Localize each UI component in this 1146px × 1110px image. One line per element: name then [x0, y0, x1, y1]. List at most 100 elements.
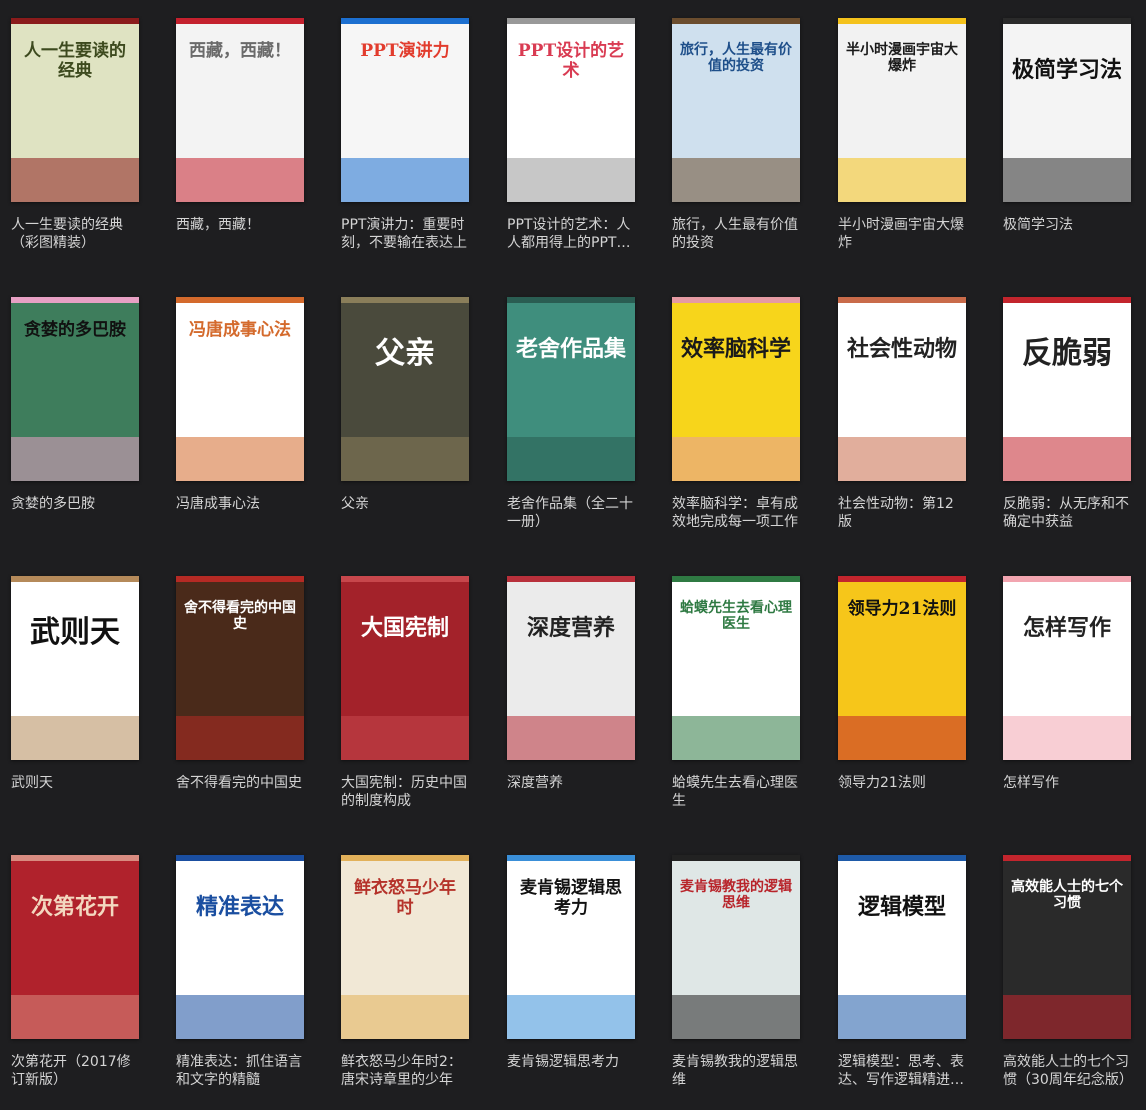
book-item[interactable]: 效率脑科学效率脑科学：卓有成效地完成每一项工作 — [672, 297, 802, 531]
book-item[interactable]: 次第花开次第花开（2017修订新版） — [11, 855, 141, 1089]
cover-title-text: 领导力21法则 — [847, 599, 957, 619]
book-item[interactable]: PPT设计的艺术 PPT设计的艺术：人人都用得上的PPT设计书 — [507, 18, 637, 252]
book-item[interactable]: 高效能人士的七个习惯高效能人士的七个习惯（30周年纪念版） — [1003, 855, 1133, 1089]
book-title[interactable]: 蛤蟆先生去看心理医生 — [672, 775, 798, 809]
book-cover[interactable]: 深度营养 — [507, 576, 635, 760]
book-cover[interactable]: 怎样写作 — [1003, 576, 1131, 760]
book-cover[interactable]: 舍不得看完的中国史 — [176, 576, 304, 760]
book-item[interactable]: 蛤蟆先生去看心理医生 蛤蟆先生去看心理医生 — [672, 576, 802, 810]
book-item[interactable]: 舍不得看完的中国史 舍不得看完的中国史 — [176, 576, 306, 792]
book-item[interactable]: 怎样写作 怎样写作 — [1003, 576, 1133, 792]
book-item[interactable]: 精准表达精准表达：抓住语言和文字的精髓 — [176, 855, 306, 1089]
book-title[interactable]: 领导力21法则 — [838, 775, 926, 791]
book-title[interactable]: 大国宪制：历史中国的制度构成 — [341, 775, 467, 809]
book-title[interactable]: 次第花开（2017修订新版） — [11, 1054, 131, 1088]
cover-band — [176, 716, 304, 760]
book-item[interactable]: 鲜衣怒马少年时鲜衣怒马少年时2：唐宋诗章里的少年 — [341, 855, 471, 1089]
book-item[interactable]: 人一生要读的经典人一生要读的经典（彩图精装） — [11, 18, 141, 252]
book-title[interactable]: 武则天 — [11, 775, 53, 791]
book-cover[interactable]: 逻辑模型 — [838, 855, 966, 1039]
cover-stripe — [672, 297, 800, 303]
cover-stripe — [672, 855, 800, 861]
book-title[interactable]: 社会性动物：第12版 — [838, 496, 954, 530]
cover-band — [1003, 437, 1131, 481]
book-title[interactable]: 效率脑科学：卓有成效地完成每一项工作 — [672, 496, 798, 530]
book-cover[interactable]: 武则天 — [11, 576, 139, 760]
cover-stripe — [176, 18, 304, 24]
book-item[interactable]: 麦肯锡逻辑思考力 麦肯锡逻辑思考力 — [507, 855, 637, 1071]
cover-stripe — [507, 18, 635, 24]
book-cover[interactable]: 次第花开 — [11, 855, 139, 1039]
cover-band — [672, 995, 800, 1039]
book-cover[interactable]: 旅行，人生最有价值的投资 — [672, 18, 800, 202]
book-item[interactable]: 半小时漫画宇宙大爆炸 半小时漫画宇宙大爆炸 — [838, 18, 968, 252]
book-title[interactable]: 冯唐成事心法 — [176, 496, 260, 512]
book-title[interactable]: PPT设计的艺术：人人都用得上的PPT设计书 — [507, 217, 631, 251]
book-cover[interactable]: 人一生要读的经典 — [11, 18, 139, 202]
book-cover[interactable]: 西藏，西藏！ — [176, 18, 304, 202]
cover-band — [11, 437, 139, 481]
book-title[interactable]: 人一生要读的经典（彩图精装） — [11, 217, 123, 251]
book-item[interactable]: 反脆弱反脆弱：从无序和不确定中获益 — [1003, 297, 1133, 531]
book-cover[interactable]: 贪婪的多巴胺 — [11, 297, 139, 481]
book-title[interactable]: 精准表达：抓住语言和文字的精髓 — [176, 1054, 302, 1088]
book-title[interactable]: 老舍作品集（全二十一册） — [507, 496, 633, 530]
book-cover[interactable]: 父亲 — [341, 297, 469, 481]
book-cover[interactable]: 大国宪制 — [341, 576, 469, 760]
book-cover[interactable]: 蛤蟆先生去看心理医生 — [672, 576, 800, 760]
book-item[interactable]: 贪婪的多巴胺 贪婪的多巴胺 — [11, 297, 141, 513]
book-cover[interactable]: 高效能人士的七个习惯 — [1003, 855, 1131, 1039]
cover-band — [672, 437, 800, 481]
book-item[interactable]: 深度营养 深度营养 — [507, 576, 637, 792]
book-item[interactable]: 父亲 父亲 — [341, 297, 471, 513]
book-cover[interactable]: 麦肯锡教我的逻辑思维 — [672, 855, 800, 1039]
book-item[interactable]: 武则天 武则天 — [11, 576, 141, 792]
book-item[interactable]: PPT演讲力 PPT演讲力：重要时刻，不要输在表达上 — [341, 18, 471, 252]
book-item[interactable]: 大国宪制大国宪制：历史中国的制度构成 — [341, 576, 471, 810]
book-title[interactable]: 麦肯锡教我的逻辑思维 — [672, 1054, 798, 1088]
book-title[interactable]: 逻辑模型：思考、表达、写作逻辑精进图鉴 — [838, 1054, 964, 1088]
book-cover[interactable]: 社会性动物 — [838, 297, 966, 481]
book-title[interactable]: 反脆弱：从无序和不确定中获益 — [1003, 496, 1129, 530]
book-title[interactable]: 西藏，西藏！ — [176, 217, 260, 233]
book-cover[interactable]: PPT设计的艺术 — [507, 18, 635, 202]
book-item[interactable]: 老舍作品集老舍作品集（全二十一册） — [507, 297, 637, 531]
book-title[interactable]: 麦肯锡逻辑思考力 — [507, 1054, 619, 1070]
cover-band — [838, 995, 966, 1039]
book-item[interactable]: 麦肯锡教我的逻辑思维 麦肯锡教我的逻辑思维 — [672, 855, 802, 1089]
book-cover[interactable]: 精准表达 — [176, 855, 304, 1039]
book-title[interactable]: 舍不得看完的中国史 — [176, 775, 302, 791]
book-item[interactable]: 旅行，人生最有价值的投资 旅行，人生最有价值的投资 — [672, 18, 802, 252]
cover-title-text: 逻辑模型 — [857, 894, 946, 920]
book-cover[interactable]: 极简学习法 — [1003, 18, 1131, 202]
book-item[interactable]: 领导力21法则 领导力21法则 — [838, 576, 968, 792]
book-cover[interactable]: 领导力21法则 — [838, 576, 966, 760]
cover-title-text: 麦肯锡教我的逻辑思维 — [680, 879, 792, 912]
book-title[interactable]: 高效能人士的七个习惯（30周年纪念版） — [1003, 1054, 1131, 1088]
book-cover[interactable]: 老舍作品集 — [507, 297, 635, 481]
book-item[interactable]: 极简学习法 极简学习法 — [1003, 18, 1133, 234]
book-title[interactable]: 鲜衣怒马少年时2：唐宋诗章里的少年 — [341, 1054, 462, 1088]
book-cover[interactable]: 反脆弱 — [1003, 297, 1131, 481]
book-title[interactable]: 深度营养 — [507, 775, 563, 791]
book-title[interactable]: 父亲 — [341, 496, 369, 512]
book-cover[interactable]: 鲜衣怒马少年时 — [341, 855, 469, 1039]
book-cover[interactable]: PPT演讲力 — [341, 18, 469, 202]
book-cover[interactable]: 效率脑科学 — [672, 297, 800, 481]
book-title[interactable]: PPT演讲力：重要时刻，不要输在表达上 — [341, 217, 467, 251]
book-cover[interactable]: 半小时漫画宇宙大爆炸 — [838, 18, 966, 202]
book-item[interactable]: 冯唐成事心法 冯唐成事心法 — [176, 297, 306, 513]
book-title[interactable]: 怎样写作 — [1003, 775, 1059, 791]
cover-band — [672, 716, 800, 760]
book-item[interactable]: 社会性动物社会性动物：第12版 — [838, 297, 968, 531]
cover-band — [507, 995, 635, 1039]
book-title[interactable]: 极简学习法 — [1003, 217, 1073, 233]
book-title[interactable]: 旅行，人生最有价值的投资 — [672, 217, 798, 251]
book-cover[interactable]: 冯唐成事心法 — [176, 297, 304, 481]
cover-band — [1003, 716, 1131, 760]
book-item[interactable]: 西藏，西藏！ 西藏，西藏！ — [176, 18, 306, 234]
book-title[interactable]: 半小时漫画宇宙大爆炸 — [838, 217, 964, 251]
book-title[interactable]: 贪婪的多巴胺 — [11, 496, 95, 512]
book-cover[interactable]: 麦肯锡逻辑思考力 — [507, 855, 635, 1039]
